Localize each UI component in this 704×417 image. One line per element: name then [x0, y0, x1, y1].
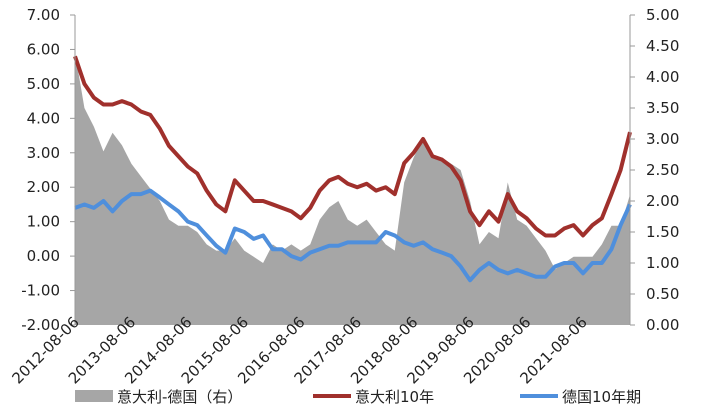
spread-area	[75, 52, 630, 325]
y-tick-label: -2.00	[21, 316, 60, 334]
y-tick-label: 0.00	[27, 247, 60, 265]
y2-tick-label: 2.00	[646, 192, 679, 210]
legend-label: 意大利10年	[355, 388, 434, 406]
yield-line	[74, 188, 632, 283]
y2-tick-label: 1.50	[646, 223, 679, 241]
y2-tick-label: 1.00	[646, 254, 679, 272]
legend-label: 德国10年期	[562, 388, 641, 406]
y2-tick-label: 2.50	[646, 161, 679, 179]
y-tick-label: 4.00	[27, 109, 60, 127]
y2-tick-label: 3.50	[646, 99, 679, 117]
y-tick-label: 7.00	[27, 6, 60, 24]
y-tick-label: 2.00	[27, 178, 60, 196]
y2-tick-label: 4.50	[646, 37, 679, 55]
yield-line	[73, 55, 632, 238]
legend-swatch	[75, 390, 113, 402]
legend-label: 意大利-德国（右）	[117, 388, 242, 406]
y-tick-label: 6.00	[27, 40, 60, 58]
y-tick-label: 3.00	[27, 144, 60, 162]
y2-tick-label: 5.00	[646, 6, 679, 24]
y-tick-label: 1.00	[27, 213, 60, 231]
y2-tick-label: 3.00	[646, 130, 679, 148]
y2-tick-label: 4.00	[646, 68, 679, 86]
y2-tick-label: 0.00	[646, 316, 679, 334]
y-tick-label: 5.00	[27, 75, 60, 93]
y-tick-label: -1.00	[21, 282, 60, 300]
y2-tick-label: 0.50	[646, 285, 679, 303]
